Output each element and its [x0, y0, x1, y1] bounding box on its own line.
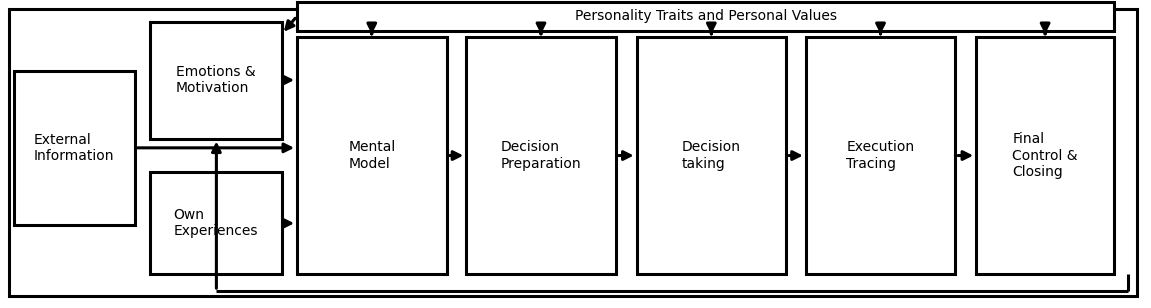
Text: Execution
Tracing: Execution Tracing [846, 140, 915, 171]
Text: Mental
Model: Mental Model [348, 140, 396, 171]
Text: Own
Experiences: Own Experiences [174, 208, 258, 238]
Text: External
Information: External Information [35, 133, 114, 163]
Bar [150, 22, 282, 139]
Bar [637, 37, 786, 274]
Bar [466, 37, 616, 274]
Text: Final
Control &
Closing: Final Control & Closing [1013, 132, 1077, 179]
Bar [14, 71, 135, 225]
Text: Emotions &
Motivation: Emotions & Motivation [176, 65, 256, 95]
Bar [976, 37, 1114, 274]
Bar [150, 172, 282, 274]
Text: Decision
Preparation: Decision Preparation [501, 140, 581, 171]
Bar [297, 37, 447, 274]
Bar [806, 37, 955, 274]
Text: Personality Traits and Personal Values: Personality Traits and Personal Values [574, 9, 837, 23]
Text: Decision
taking: Decision taking [681, 140, 741, 171]
Bar [297, 2, 1114, 31]
